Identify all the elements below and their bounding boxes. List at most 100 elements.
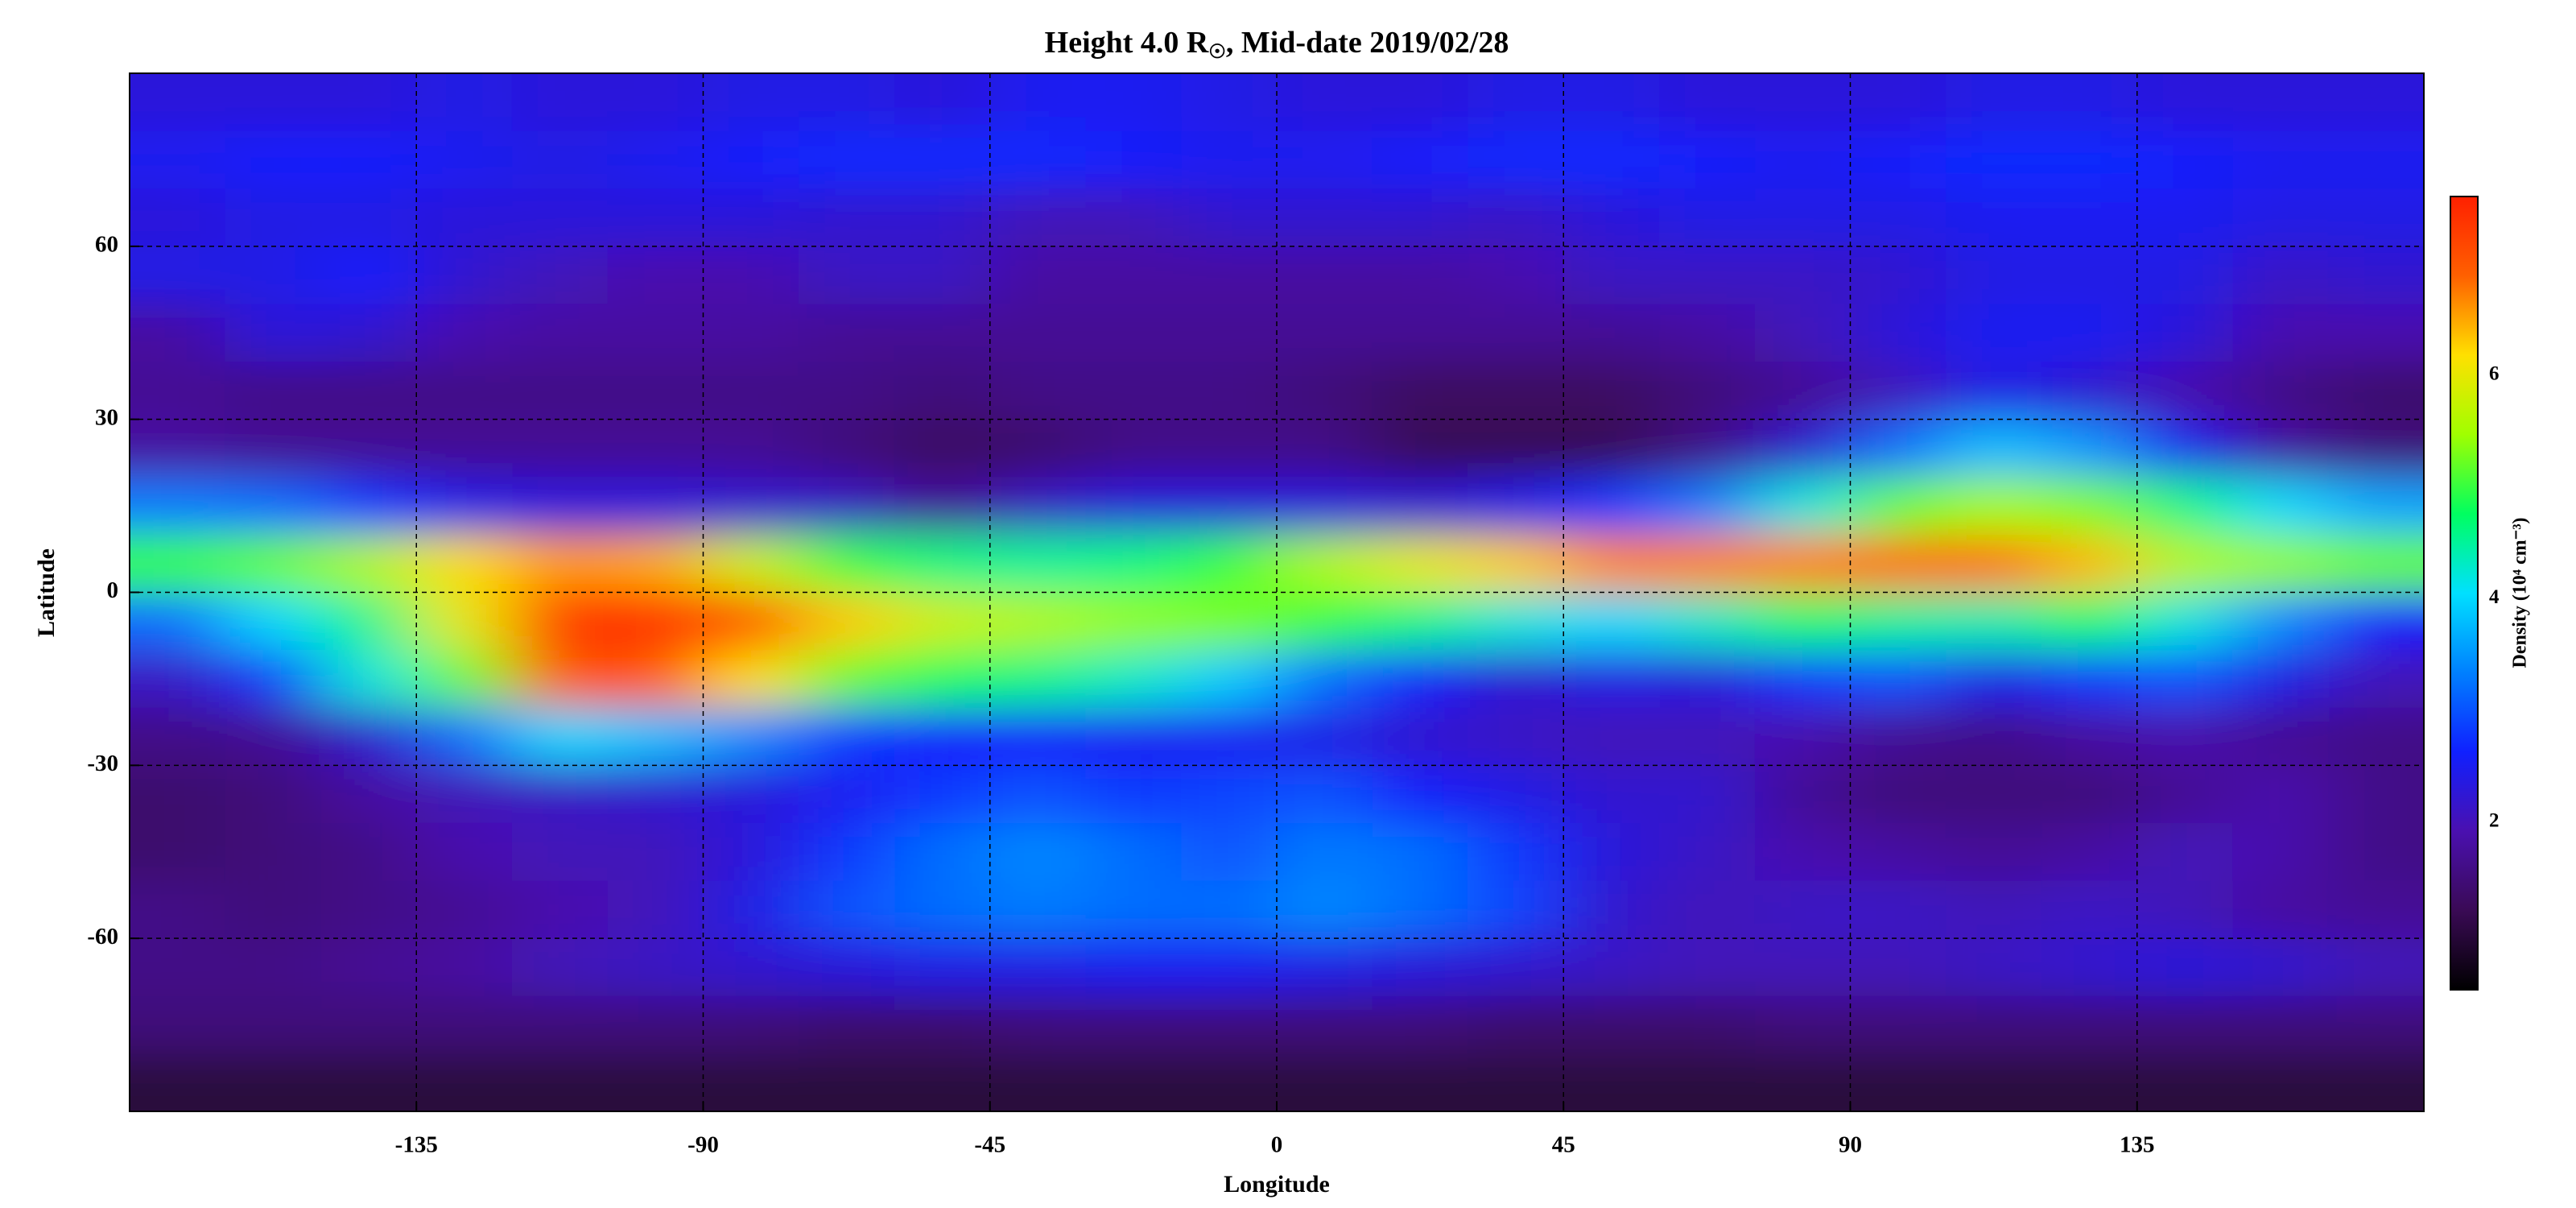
heatmap-cell [1468,477,1565,536]
heatmap-cell [1563,477,1660,536]
y-tick-label: 60 [95,231,118,257]
heatmap-cell [1181,73,1278,132]
heatmap-cell [989,822,1087,882]
heatmap-cell [799,880,895,940]
heatmap-cell [1850,1053,1947,1111]
heatmap-cell [1754,304,1852,363]
heatmap-cell [1085,130,1183,190]
heatmap-cell [1372,534,1469,594]
heatmap-cell [1372,650,1469,709]
heatmap-cell [894,650,991,709]
heatmap-cell [512,938,609,997]
heatmap-cell [1372,130,1469,190]
heatmap-cell [2232,419,2330,478]
heatmap-cell [2041,822,2138,882]
heatmap-cell [1181,419,1278,478]
heatmap-cell [799,707,895,767]
heatmap-cell [1754,246,1852,305]
heatmap-cell [1659,246,1756,305]
heatmap-cell [416,880,513,940]
heatmap-cell [703,995,800,1055]
heatmap-cell [1085,246,1183,305]
heatmap-cell [607,822,704,882]
heatmap-cell [703,304,800,363]
heatmap-cell [1181,534,1278,594]
heatmap-cell [2041,246,2138,305]
heatmap-cell [130,1053,226,1111]
heatmap-cell [2041,534,2138,594]
heatmap-cell [1850,938,1947,997]
heatmap-cell [2136,822,2234,882]
heatmap-cell [2328,362,2424,420]
heatmap-cell [2328,1053,2424,1111]
heatmap-cell [894,246,991,305]
heatmap-cell [512,73,609,132]
heatmap-cell [512,995,609,1055]
heatmap-cell [1085,880,1183,940]
heatmap-cell [799,130,895,190]
heatmap-cell [130,304,226,363]
heatmap-cell [2136,130,2234,190]
heatmap-cell [703,592,800,652]
heatmap-cell [2041,477,2138,536]
heatmap-cell [703,73,800,132]
heatmap-cell [703,1053,800,1111]
heatmap-cell [1181,938,1278,997]
heatmap-cell [1946,477,2042,536]
heatmap-cell [225,73,322,132]
heatmap-cell [799,304,895,363]
heatmap-cell [1085,534,1183,594]
heatmap-cell [2328,822,2424,882]
heatmap-cell [225,592,322,652]
heatmap-cell [1372,592,1469,652]
heatmap-cell [416,246,513,305]
heatmap-cell [1659,938,1756,997]
heatmap-cell [1468,304,1565,363]
heatmap-cell [989,246,1087,305]
heatmap-cell [703,822,800,882]
heatmap-cell [130,707,226,767]
heatmap-cell [2041,73,2138,132]
heatmap-cell [1946,362,2042,420]
heatmap-cell [607,592,704,652]
heatmap-cell [1181,995,1278,1055]
heatmap-cell [225,419,322,478]
heatmap-cell [1659,362,1756,420]
heatmap-cell [1277,995,1373,1055]
heatmap-cell [894,1053,991,1111]
heatmap-cell [1181,765,1278,824]
heatmap-cell [703,246,800,305]
heatmap-cell [1372,1053,1469,1111]
heatmap-cell [1085,73,1183,132]
heatmap-cell [512,304,609,363]
heatmap-cell [130,534,226,594]
heatmap-cell [799,765,895,824]
heatmap-cell [2041,995,2138,1055]
heatmap-cell [989,707,1087,767]
heatmap-cell [512,880,609,940]
heatmap-cell [703,188,800,247]
heatmap-cell [2328,938,2424,997]
heatmap-cell [1563,880,1660,940]
heatmap-cell [894,995,991,1055]
heatmap-cell [130,130,226,190]
heatmap-cell [1946,534,2042,594]
heatmap-cell [1659,188,1756,247]
heatmap-cell [2136,1053,2234,1111]
heatmap-cell [2041,304,2138,363]
heatmap-cell [1850,822,1947,882]
heatmap-cell [2328,73,2424,132]
heatmap-cell [2232,246,2330,305]
heatmap-cell [225,1053,322,1111]
heatmap-cell [1659,477,1756,536]
heatmap-cell [320,130,418,190]
heatmap-cell [1085,592,1183,652]
x-axis-label: Longitude [1224,1171,1330,1198]
heatmap-cell [703,707,800,767]
heatmap-cell [416,362,513,420]
heatmap-cell [1372,995,1469,1055]
heatmap-cell [2232,765,2330,824]
heatmap-cell [1468,650,1565,709]
x-tick-label: -90 [687,1132,719,1158]
heatmap-cell [320,1053,418,1111]
